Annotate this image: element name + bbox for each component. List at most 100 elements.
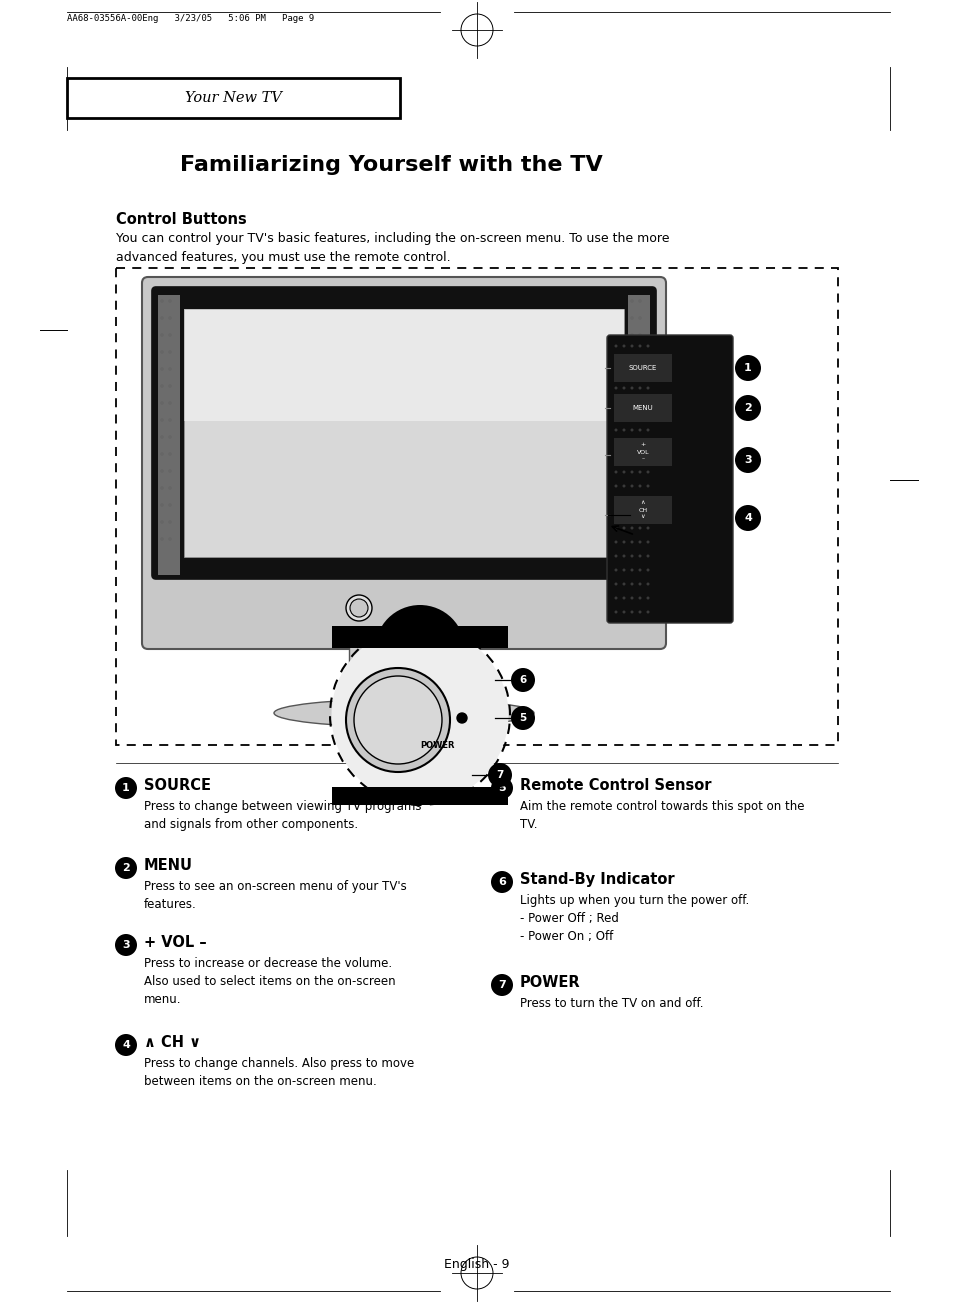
Circle shape	[646, 400, 649, 404]
Circle shape	[622, 597, 625, 599]
Circle shape	[638, 470, 640, 473]
Circle shape	[160, 537, 164, 541]
Circle shape	[614, 387, 617, 390]
Circle shape	[622, 582, 625, 585]
Circle shape	[646, 485, 649, 487]
Circle shape	[614, 526, 617, 529]
Circle shape	[622, 373, 625, 375]
Circle shape	[630, 367, 633, 371]
Circle shape	[630, 486, 633, 490]
Circle shape	[630, 401, 633, 405]
Text: 3: 3	[122, 939, 130, 950]
FancyBboxPatch shape	[142, 278, 665, 649]
Circle shape	[630, 387, 633, 390]
Text: 7: 7	[497, 980, 505, 990]
Circle shape	[168, 452, 172, 456]
Circle shape	[638, 537, 641, 541]
Circle shape	[168, 367, 172, 371]
Circle shape	[646, 611, 649, 614]
Text: 6: 6	[497, 877, 505, 887]
Circle shape	[646, 582, 649, 585]
Circle shape	[614, 611, 617, 614]
Text: ∨: ∨	[640, 515, 644, 520]
Circle shape	[638, 526, 640, 529]
Circle shape	[160, 334, 164, 336]
Circle shape	[638, 387, 640, 390]
Circle shape	[638, 499, 640, 502]
Circle shape	[622, 611, 625, 614]
Circle shape	[160, 317, 164, 319]
Circle shape	[630, 456, 633, 460]
Circle shape	[622, 414, 625, 417]
Bar	[614, 394, 671, 422]
Circle shape	[630, 597, 633, 599]
Circle shape	[622, 526, 625, 529]
Circle shape	[646, 470, 649, 473]
Circle shape	[646, 526, 649, 529]
Text: Stand-By Indicator: Stand-By Indicator	[519, 872, 674, 887]
Circle shape	[622, 485, 625, 487]
Circle shape	[622, 443, 625, 446]
Circle shape	[630, 541, 633, 543]
Text: 3: 3	[743, 455, 751, 465]
Bar	[332, 625, 507, 648]
Circle shape	[622, 429, 625, 431]
Circle shape	[622, 568, 625, 572]
Circle shape	[646, 429, 649, 431]
Circle shape	[160, 486, 164, 490]
Circle shape	[630, 568, 633, 572]
Text: 7: 7	[496, 770, 503, 780]
Circle shape	[614, 555, 617, 558]
Circle shape	[630, 555, 633, 558]
Text: 1: 1	[122, 783, 130, 794]
Circle shape	[630, 358, 633, 361]
Circle shape	[488, 764, 512, 787]
Circle shape	[160, 401, 164, 405]
Circle shape	[511, 668, 535, 692]
Text: Press to change channels. Also press to move
between items on the on-screen menu: Press to change channels. Also press to …	[144, 1057, 414, 1088]
Circle shape	[630, 317, 633, 319]
Ellipse shape	[274, 698, 534, 727]
Circle shape	[168, 351, 172, 354]
Text: Press to change between viewing TV programs
and signals from other components.: Press to change between viewing TV progr…	[144, 800, 421, 831]
Text: You can control your TV's basic features, including the on-screen menu. To use t: You can control your TV's basic features…	[116, 232, 669, 263]
Bar	[116, 268, 837, 745]
Text: POWER: POWER	[519, 975, 580, 990]
Circle shape	[115, 857, 137, 880]
Text: Control Buttons: Control Buttons	[116, 212, 247, 227]
Circle shape	[168, 520, 172, 524]
Circle shape	[638, 384, 641, 388]
Circle shape	[646, 597, 649, 599]
Text: Remote Control Sensor: Remote Control Sensor	[519, 778, 711, 794]
Circle shape	[630, 373, 633, 375]
Circle shape	[614, 400, 617, 404]
Circle shape	[646, 512, 649, 516]
Circle shape	[614, 541, 617, 543]
Circle shape	[638, 611, 640, 614]
Circle shape	[646, 358, 649, 361]
Circle shape	[646, 541, 649, 543]
Circle shape	[168, 384, 172, 388]
Circle shape	[168, 401, 172, 405]
Circle shape	[630, 384, 633, 388]
Circle shape	[160, 452, 164, 456]
Circle shape	[614, 456, 617, 460]
Bar	[614, 496, 671, 524]
Circle shape	[734, 506, 760, 532]
Circle shape	[622, 387, 625, 390]
Text: Aim the remote control towards this spot on the
TV.: Aim the remote control towards this spot…	[519, 800, 803, 831]
Circle shape	[622, 358, 625, 361]
Text: ∧ CH ∨: ∧ CH ∨	[144, 1035, 201, 1050]
Circle shape	[614, 443, 617, 446]
Circle shape	[622, 499, 625, 502]
Circle shape	[622, 344, 625, 348]
Circle shape	[160, 300, 164, 302]
Circle shape	[614, 582, 617, 585]
Circle shape	[511, 706, 535, 730]
Circle shape	[346, 595, 372, 622]
Circle shape	[630, 351, 633, 354]
Circle shape	[638, 317, 641, 319]
Circle shape	[630, 537, 633, 541]
Circle shape	[160, 435, 164, 439]
Circle shape	[614, 358, 617, 361]
